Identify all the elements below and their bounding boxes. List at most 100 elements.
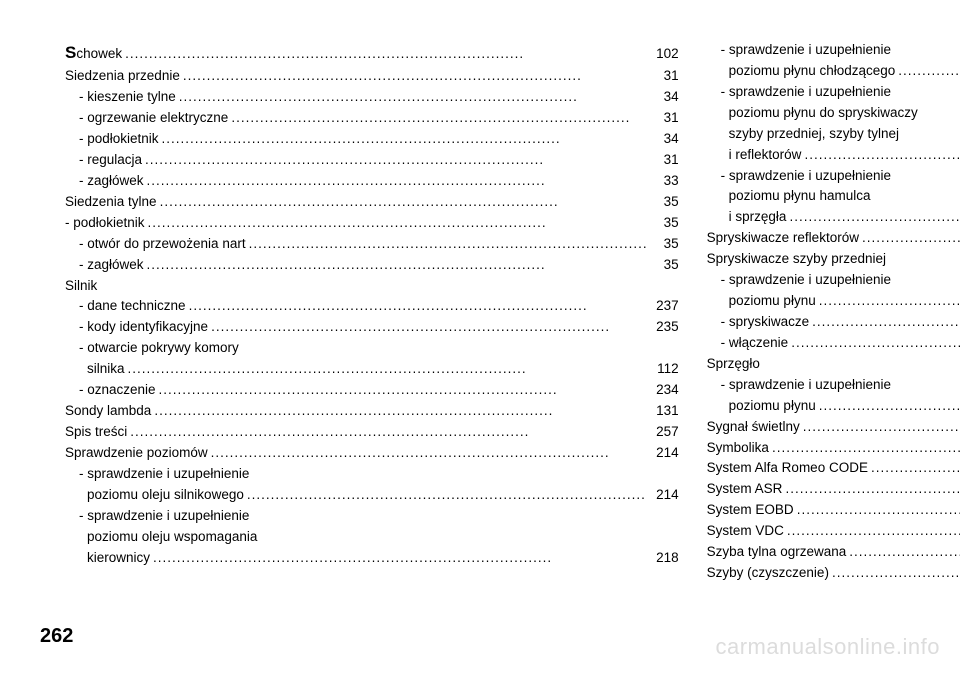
index-entry: - sprawdzenie i uzupełnienie	[707, 270, 960, 291]
entry-label: kierownicy	[87, 548, 150, 569]
entry-label: poziomu płynu hamulca	[729, 186, 871, 207]
index-entry: - zagłówek35	[65, 255, 679, 276]
entry-label: Spryskiwacze szyby przedniej	[707, 249, 886, 270]
index-entry: System Alfa Romeo CODE16	[707, 458, 960, 479]
index-entry: Siedzenia przednie31	[65, 66, 679, 87]
entry-label: szyby przedniej, szyby tylnej	[729, 124, 899, 145]
entry-label: i reflektorów	[729, 145, 802, 166]
leader-dots	[147, 255, 648, 276]
leader-dots	[130, 422, 647, 443]
entry-label: poziomu oleju silnikowego	[87, 485, 244, 506]
index-entry: Silnik	[65, 276, 679, 297]
entry-page: 235	[651, 317, 679, 338]
leader-dots	[147, 171, 648, 192]
index-entry: - sprawdzenie i uzupełnienie	[65, 464, 679, 485]
entry-label: poziomu płynu	[729, 396, 816, 417]
entry-label: Spis treści	[65, 422, 127, 443]
entry-label: - sprawdzenie i uzupełnienie	[721, 375, 891, 396]
index-entry: Symbolika6	[707, 438, 960, 459]
entry-label: poziomu płynu	[729, 291, 816, 312]
entry-label: Silnik	[65, 276, 97, 297]
entry-label: - kody identyfikacyjne	[79, 317, 208, 338]
entry-page: 214	[651, 443, 679, 464]
index-entry: kierownicy 218	[65, 548, 679, 569]
entry-label: - dane techniczne	[79, 296, 186, 317]
index-entry: Sondy lambda131	[65, 401, 679, 422]
index-entry: - kieszenie tylne34	[65, 87, 679, 108]
index-entry: i sprzęgła219	[707, 207, 960, 228]
entry-page: 112	[651, 359, 679, 380]
section-letter: S	[65, 43, 76, 62]
index-entry: Spryskiwacze szyby przedniej	[707, 249, 960, 270]
entry-page: 218	[651, 548, 679, 569]
leader-dots	[179, 87, 648, 108]
entry-page: 35	[651, 192, 679, 213]
entry-label: System EOBD	[707, 500, 794, 521]
leader-dots	[787, 521, 960, 542]
leader-dots	[797, 500, 960, 521]
leader-dots	[247, 485, 648, 506]
entry-page: 31	[651, 108, 679, 129]
entry-label: poziomu płynu chłodzącego	[729, 61, 896, 82]
entry-page: 35	[651, 234, 679, 255]
leader-dots	[159, 380, 648, 401]
entry-label: Sprzęgło	[707, 354, 760, 375]
leader-dots	[772, 438, 960, 459]
entry-label: Sondy lambda	[65, 401, 151, 422]
entry-label: Szyby (czyszczenie)	[707, 563, 829, 584]
entry-page: 214	[651, 485, 679, 506]
index-entry: szyby przedniej, szyby tylnej	[707, 124, 960, 145]
column-1: Schowek102Siedzenia przednie31- kieszeni…	[65, 40, 679, 589]
entry-page: 257	[651, 422, 679, 443]
index-entry: poziomu oleju wspomagania	[65, 527, 679, 548]
index-entry: i reflektorów220	[707, 145, 960, 166]
page-number: 262	[40, 625, 73, 648]
entry-label: Szyba tylna ogrzewana	[707, 542, 847, 563]
leader-dots	[162, 129, 648, 150]
entry-label: - regulacja	[79, 150, 142, 171]
index-page: Schowek102Siedzenia przednie31- kieszeni…	[0, 0, 960, 609]
entry-page: 34	[651, 87, 679, 108]
index-entry: Szyba tylna ogrzewana85	[707, 542, 960, 563]
entry-label: - sprawdzenie i uzupełnienie	[721, 82, 891, 103]
index-entry: Sprzęgło	[707, 354, 960, 375]
index-entry: poziomu płynu219	[707, 396, 960, 417]
leader-dots	[804, 145, 960, 166]
leader-dots	[862, 228, 960, 249]
index-entry: Siedzenia tylne 35	[65, 192, 679, 213]
leader-dots	[832, 563, 960, 584]
index-entry: Sygnał świetlny59	[707, 417, 960, 438]
index-entry: poziomu płynu chłodzącego217	[707, 61, 960, 82]
leader-dots	[211, 317, 648, 338]
index-entry: - włączenie62	[707, 333, 960, 354]
leader-dots	[183, 66, 648, 87]
index-entry: poziomu płynu hamulca	[707, 186, 960, 207]
leader-dots	[249, 234, 648, 255]
index-entry: silnika112	[65, 359, 679, 380]
entry-label: - podłokietnik	[65, 213, 145, 234]
leader-dots	[819, 396, 960, 417]
index-entry: - sprawdzenie i uzupełnienie	[65, 506, 679, 527]
index-entry: poziomu płynu220	[707, 291, 960, 312]
index-entry: - otwór do przewożenia nart35	[65, 234, 679, 255]
entry-label: - sprawdzenie i uzupełnienie	[79, 464, 249, 485]
column-2: - sprawdzenie i uzupełnieniepoziomu płyn…	[707, 40, 960, 589]
leader-dots	[898, 61, 960, 82]
index-entry: Spryskiwacze reflektorów62, 228	[707, 228, 960, 249]
index-entry: System ASR120, 142	[707, 479, 960, 500]
entry-label: Siedzenia tylne	[65, 192, 157, 213]
index-entry: poziomu płynu do spryskiwaczy	[707, 103, 960, 124]
entry-label: - oznaczenie	[79, 380, 156, 401]
leader-dots	[819, 291, 960, 312]
index-entry: - spryskiwacze62	[707, 312, 960, 333]
leader-dots	[125, 44, 648, 65]
entry-page: 35	[651, 213, 679, 234]
entry-page: 34	[651, 129, 679, 150]
entry-label: Schowek	[65, 40, 122, 66]
leader-dots	[871, 458, 960, 479]
entry-page: 33	[651, 171, 679, 192]
entry-label: - ogrzewanie elektryczne	[79, 108, 228, 129]
entry-label: - podłokietnik	[79, 129, 159, 150]
leader-dots	[785, 479, 960, 500]
index-entry: - otwarcie pokrywy komory	[65, 338, 679, 359]
